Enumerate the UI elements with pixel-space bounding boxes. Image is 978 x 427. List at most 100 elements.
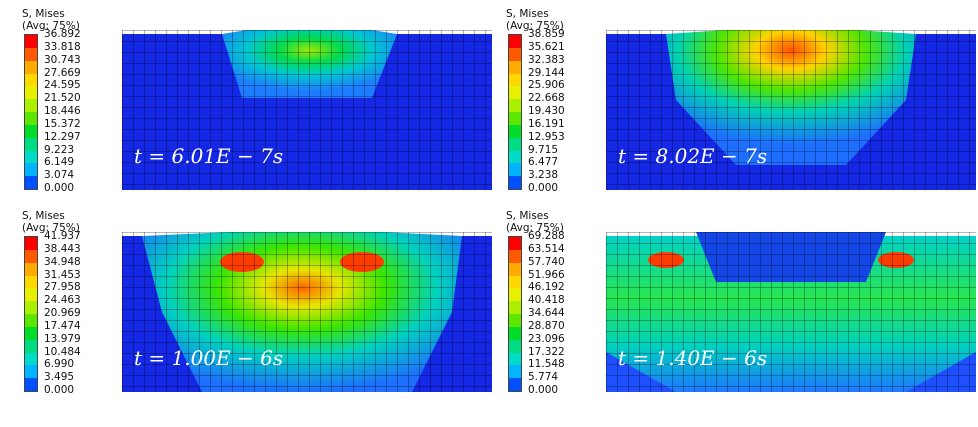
- legend-swatch: [509, 150, 521, 164]
- legend-value: 34.644: [528, 307, 565, 319]
- legend-swatch: [509, 60, 521, 74]
- legend-value: 35.621: [528, 40, 565, 53]
- stress-panel-2: S, Mises (Avg: 75%) 38.859 35.621 32.383 29…: [506, 8, 976, 194]
- colorbar: [24, 236, 38, 392]
- legend-value: 9.715: [528, 143, 559, 156]
- legend-value: 15.372: [44, 117, 81, 130]
- legend-swatch: [509, 237, 521, 251]
- legend-value: 33.818: [44, 40, 81, 53]
- stress-panel-4: S, Mises (Avg: 75%) 69.288 63.514 57.740 51…: [506, 210, 976, 396]
- legend-swatch: [25, 352, 37, 366]
- legend-value: 29.144: [528, 66, 565, 79]
- legend-swatch: [509, 326, 521, 341]
- legend-subtitle: (Avg: 75%): [506, 222, 564, 234]
- legend-swatch: [509, 262, 521, 276]
- legend-value: 10.484: [44, 345, 81, 358]
- legend-value: 11.548: [528, 358, 565, 371]
- legend-swatch: [25, 124, 37, 139]
- colorbar: [508, 236, 522, 392]
- legend-swatch: [509, 35, 521, 49]
- legend-swatch: [509, 99, 521, 113]
- legend-value: 3.238: [528, 169, 559, 182]
- time-label: t = 1.40E − 6s: [618, 346, 768, 370]
- time-label: t = 8.02E − 7s: [618, 144, 768, 168]
- mesh-grid: [606, 232, 976, 392]
- legend-swatch: [509, 176, 521, 190]
- legend-value: 18.446: [44, 105, 81, 117]
- legend-value: 19.430: [528, 105, 565, 117]
- legend-value: 23.096: [528, 332, 565, 345]
- legend-value: 12.953: [528, 130, 565, 143]
- legend-swatch: [25, 237, 37, 251]
- legend-value: 46.192: [528, 281, 565, 294]
- legend-value: 21.520: [44, 92, 81, 105]
- legend-value: 25.906: [528, 79, 565, 92]
- legend-swatch: [25, 275, 37, 289]
- legend-swatch: [25, 176, 37, 190]
- legend-value: 20.969: [44, 307, 81, 319]
- mesh-grid: [606, 30, 976, 190]
- legend-value: 17.474: [44, 319, 81, 332]
- legend-subtitle: (Avg: 75%): [22, 222, 80, 234]
- legend-value: 57.740: [528, 255, 565, 268]
- legend-swatch: [509, 163, 521, 177]
- legend-swatch: [25, 47, 37, 62]
- legend-swatch: [509, 86, 521, 100]
- stress-panel-3: S, Mises (Avg: 75%) 41.937 38.443 34.948 31…: [22, 210, 492, 396]
- legend-value: 17.322: [528, 345, 565, 358]
- legend-value: 27.958: [44, 281, 81, 294]
- legend-value: 12.297: [44, 130, 81, 143]
- legend-value: 5.774: [528, 371, 559, 384]
- legend-value: 6.477: [528, 156, 559, 169]
- legend-subtitle: (Avg: 75%): [22, 20, 80, 32]
- legend-value: 0.000: [528, 182, 559, 194]
- stress-contour-plot: [606, 232, 976, 392]
- legend-swatch: [25, 262, 37, 276]
- legend-swatch: [25, 163, 37, 177]
- legend-swatch: [25, 137, 37, 151]
- legend-value: 36.892: [44, 28, 81, 40]
- colorbar: [508, 34, 522, 190]
- legend-value: 6.149: [44, 156, 75, 169]
- legend-value: 38.859: [528, 28, 565, 40]
- legend-swatch: [25, 314, 37, 328]
- legend-swatch: [25, 86, 37, 100]
- legend-value: 38.443: [44, 242, 81, 255]
- legend-value: 13.979: [44, 332, 81, 345]
- legend-value: 16.191: [528, 117, 565, 130]
- legend-value: 0.000: [528, 384, 559, 396]
- legend-value: 40.418: [528, 294, 565, 307]
- legend-swatch: [509, 124, 521, 139]
- legend-value: 27.669: [44, 66, 81, 79]
- legend-swatch: [25, 365, 37, 379]
- stress-legend: S, Mises (Avg: 75%) 41.937 38.443 34.948 31…: [22, 210, 132, 396]
- legend-swatch: [25, 73, 37, 87]
- legend-value: 3.495: [44, 371, 75, 384]
- legend-swatch: [509, 378, 521, 392]
- legend-value: 28.870: [528, 319, 565, 332]
- time-label: t = 1.00E − 6s: [134, 346, 284, 370]
- legend-swatch: [509, 314, 521, 328]
- legend-value: 3.074: [44, 169, 75, 182]
- legend-swatch: [509, 73, 521, 87]
- legend-swatch: [25, 326, 37, 341]
- legend-value: 32.383: [528, 53, 565, 66]
- legend-value: 24.595: [44, 79, 81, 92]
- legend-title: S, Mises: [22, 210, 65, 222]
- legend-value: 0.000: [44, 384, 75, 396]
- stress-contour-plot: [606, 30, 976, 190]
- stress-panel-1: S, Mises (Avg: 75%) 36.892 33.818 30.743 27…: [22, 8, 492, 194]
- legend-swatch: [25, 378, 37, 392]
- stress-legend: S, Mises (Avg: 75%) 36.892 33.818 30.743 27…: [22, 8, 132, 194]
- legend-value: 63.514: [528, 242, 565, 255]
- legend-subtitle: (Avg: 75%): [506, 20, 564, 32]
- colorbar: [24, 34, 38, 190]
- legend-swatch: [25, 60, 37, 74]
- legend-title: S, Mises: [506, 8, 549, 20]
- legend-swatch: [509, 352, 521, 366]
- legend-value: 9.223: [44, 143, 75, 156]
- legend-swatch: [25, 339, 37, 353]
- stress-legend: S, Mises (Avg: 75%) 69.288 63.514 57.740 51…: [506, 210, 616, 396]
- legend-value: 6.990: [44, 358, 75, 371]
- legend-swatch: [509, 47, 521, 62]
